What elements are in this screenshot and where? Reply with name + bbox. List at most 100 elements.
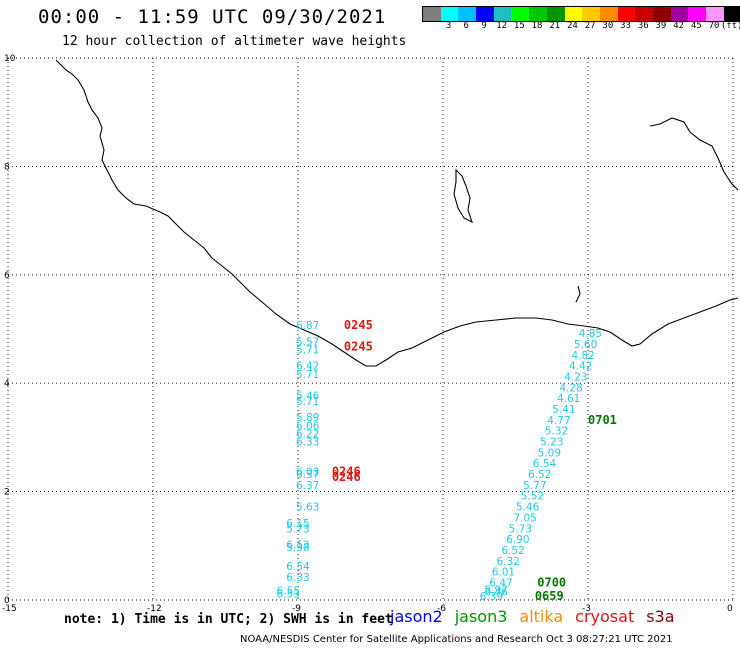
coastline-island-3	[575, 285, 581, 303]
coastline	[55, 59, 739, 367]
swh-value-label: 4.42	[569, 361, 592, 373]
swh-value-label: 5.73	[286, 523, 309, 535]
swh-value-label: 6.06	[296, 420, 320, 432]
satellite-legend-cryosat: cryosat	[575, 607, 635, 626]
swh-value-label: 6.39	[480, 591, 503, 603]
legend-swatch	[423, 7, 441, 21]
legend-swatch	[476, 7, 494, 21]
swh-value-label: 5.60	[574, 339, 597, 351]
x-tick-label: -15	[2, 604, 17, 614]
swh-value-label: 5.89	[296, 412, 319, 424]
legend-label: 21	[549, 21, 561, 31]
legend-label: 39	[655, 21, 667, 31]
swh-value-label: 6.03	[296, 466, 319, 478]
swh-value-label: 6.52	[528, 469, 551, 481]
swh-value-label: 6.22	[296, 428, 319, 440]
coastline-island-2	[649, 117, 739, 191]
legend-swatch	[493, 7, 512, 21]
legend-swatch	[582, 7, 600, 21]
swh-value-label: 6.33	[286, 572, 309, 584]
swh-value-label: 4.61	[557, 393, 580, 405]
satellite-legend: jason2 jason3 altika cryosat s3a	[390, 607, 675, 626]
legend-label: 9	[481, 21, 487, 31]
legend-swatch	[635, 7, 653, 21]
swh-value-label: 5.23	[540, 437, 563, 449]
legend-swatch	[670, 7, 689, 21]
swh-value-label: 5.71	[296, 369, 319, 381]
swh-value-label: 5.97	[484, 584, 507, 596]
legend-swatch	[564, 7, 583, 21]
satellite-legend-altika: altika	[519, 607, 564, 626]
swh-value-label: 5.46	[516, 502, 540, 514]
x-tick-label: 0	[727, 604, 733, 614]
swh-value-label: 6.42	[296, 361, 319, 373]
pass-time-label: 0245	[344, 340, 373, 354]
pass-time-label: 0246	[332, 470, 361, 484]
legend-label: 15	[513, 21, 525, 31]
legend-swatch	[599, 7, 618, 21]
swh-value-label: 6.54	[286, 561, 310, 573]
legend-swatch	[529, 7, 547, 21]
x-tick-label: -12	[147, 604, 162, 614]
x-tick-label: -3	[582, 604, 591, 614]
y-tick-label: 8	[4, 162, 10, 172]
legend-swatch	[617, 7, 636, 21]
note-text: note: 1) Time is in UTC; 2) SWH is in fe…	[64, 612, 393, 627]
swh-value-label: 6.33	[296, 437, 319, 449]
swh-value-label: 6.47	[489, 577, 512, 589]
legend-label: 33	[620, 21, 631, 31]
swh-track-labels: 6.875.575.716.425.715.465.715.896.066.22…	[277, 320, 602, 603]
swh-value-label: 6.54	[533, 458, 557, 470]
swh-value-label: 4.77	[547, 415, 570, 427]
legend-label: 6	[463, 21, 469, 31]
swh-value-label: 6.01	[492, 567, 515, 579]
swh-value-label: 5.71	[296, 396, 319, 408]
footer-credit: NOAA/NESDIS Center for Satellite Applica…	[240, 634, 673, 645]
y-tick-label: 10	[4, 54, 16, 64]
swh-value-label: 6.55	[277, 586, 300, 598]
legend-label: 70	[708, 21, 720, 31]
page-subtitle: 12 hour collection of altimeter wave hei…	[62, 34, 407, 49]
x-tick-label: -6	[437, 604, 446, 614]
swh-value-label: 7.05	[513, 512, 536, 524]
swh-value-label: 4.23	[564, 371, 587, 383]
swh-value-label: 5.52	[521, 491, 544, 503]
legend-swatch	[440, 7, 459, 21]
satellite-legend-jason3: jason3	[454, 607, 508, 626]
coastline-island-1	[453, 168, 473, 224]
legend-swatch	[458, 7, 477, 21]
lat-lon-grid	[7, 57, 734, 601]
swh-value-label: 6.37	[296, 469, 319, 481]
legend-swatch	[706, 7, 724, 21]
legend-label: 24	[567, 21, 578, 31]
legend-swatch	[546, 7, 565, 21]
legend-label: 18	[531, 21, 543, 31]
coastline-west-africa	[55, 59, 739, 367]
swh-value-label: 5.09	[538, 447, 561, 459]
legend-label: 45	[690, 21, 702, 31]
pass-time-label: 0701	[588, 413, 617, 427]
swh-value-label: 4.85	[579, 328, 602, 340]
legend-swatch	[723, 7, 740, 21]
swh-value-label: 6.53	[277, 588, 300, 600]
legend-swatch	[652, 7, 671, 21]
swh-value-label: 5.46	[296, 390, 320, 402]
swh-value-label: 6.32	[497, 556, 520, 568]
swh-value-label: 5.73	[509, 523, 532, 535]
legend-label: 27	[584, 21, 596, 31]
swh-value-label: 5.32	[545, 426, 568, 438]
swh-value-label: 4.28	[559, 382, 582, 394]
y-tick-label: 4	[4, 379, 10, 389]
legend-label: (ft)	[720, 21, 740, 31]
pass-time-label: 0246	[332, 464, 361, 478]
swh-value-label: 6.52	[501, 545, 524, 557]
legend-label: 3	[445, 21, 452, 31]
pass-time-label: 0659	[535, 589, 564, 603]
satellite-legend-s3a: s3a	[646, 607, 675, 626]
legend-label: 12	[496, 21, 508, 31]
swh-value-label: 6.15	[286, 518, 309, 530]
swh-value-label: 6.87	[296, 320, 319, 332]
legend-label: 36	[637, 21, 649, 31]
